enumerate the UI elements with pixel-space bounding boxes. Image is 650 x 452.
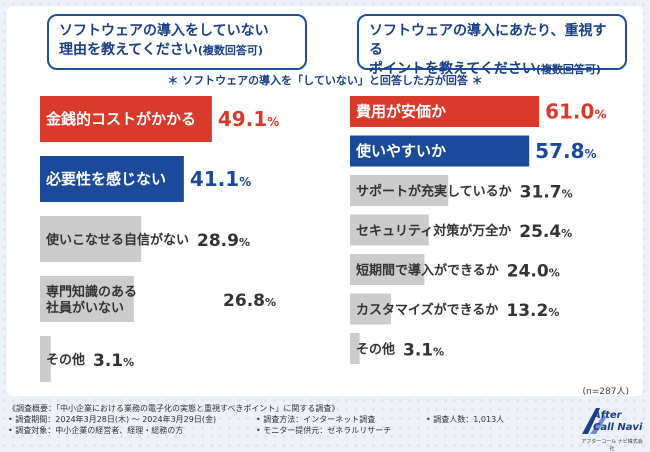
category-label-1-5: カスタマイズができるか [356,302,498,318]
bar-1-5 [350,293,391,325]
left-chart-svg: 金銭的コストがかかる 49.1% 必要性を感じない 41.1% 使いこなせる自信がない 2… [40,96,279,382]
value-label-0-3: 26.8% [223,291,276,311]
bar-0-1 [40,156,184,202]
category-label-0-3: 専門知識のある社員がいない [45,284,137,316]
left-bar-chart: 金銭的コストがかかる 49.1% 必要性を感じない 41.1% 使いこなせる自信がない 2… [40,96,330,386]
category-label-1-4: 短期間で導入ができるか [356,263,499,279]
right-chart-svg: 費用が安価か 61.0% 使いやすいか 57.8% サポートが充実しているか 31.7% セ… [350,96,606,364]
bar-1-6 [350,333,360,364]
right-question-suffix: (複数回答可) [535,63,601,76]
footer-count: • 調査人数：1,013人 [426,415,505,424]
value-label-1-3: 25.4% [519,222,572,242]
right-bar-chart: 費用が安価か 61.0% 使いやすいか 57.8% サポートが充実しているか 31.7% セ… [350,96,640,386]
footer-provider: • モニター提供元：ゼネラルリサーチ [256,426,392,435]
aftercall-navi-logo: After Call Navi アフターコール ナビ株式会社 [580,404,644,452]
value-label-0-2: 28.9% [197,231,250,251]
category-label-0-0: 金銭的コストがかかる [45,110,196,128]
left-question-suffix: (複数回答可) [197,44,263,57]
bar-0-4 [40,336,51,382]
category-label-1-0: 費用が安価か [356,103,446,121]
footer-target: • 調査対象：中小企業の経営者、経理・総務の方 [8,426,184,435]
value-label-0-1: 41.1% [190,167,251,191]
logo-company: アフターコール ナビ株式会社 [581,439,643,452]
footer-method: • 調査方法：インターネット調査 [256,415,376,424]
bar-1-3 [350,214,429,246]
category-label-0-4: その他 [46,352,85,368]
value-label-1-2: 31.7% [520,183,573,203]
left-question-box: ソフトウェアの導入をしていない 理由を教えてください(複数回答可) [47,14,307,70]
category-label-0-2: 使いこなせる自信がない [45,232,189,248]
footer-overview: 《調査概要：「中小企業における業務の電子化の実態と重視すべきポイント」に関する調… [8,404,340,413]
bar-1-0 [350,96,540,127]
category-label-1-2: サポートが充実しているか [356,184,512,200]
value-label-1-1: 57.8% [535,139,596,163]
bar-1-1 [350,135,530,167]
logo-mark-icon [582,408,606,434]
survey-footer: 《調査概要：「中小企業における業務の電子化の実態と重視すべきポイント」に関する調… [8,404,528,448]
right-question-line2: ポイントを教えてください [369,61,536,77]
left-question-line2: 理由を教えてください [59,42,198,58]
right-question-box: ソフトウェアの導入にあたり、重視する ポイントを教えてください(複数回答可) [357,14,627,77]
value-label-0-0: 49.1% [218,107,279,131]
logo-line2: Call Navi [593,422,643,433]
value-label-0-4: 3.1% [93,351,134,371]
left-question-line1: ソフトウェアの導入をしていない [59,23,269,39]
bar-1-4 [350,254,425,285]
value-label-1-6: 3.1% [403,341,444,361]
category-label-0-1: 必要性を感じない [45,170,166,188]
bar-0-2 [40,216,142,262]
category-label-1-3: セキュリティ対策が万全か [356,223,511,239]
right-question-line1: ソフトウェアの導入にあたり、重視する [369,23,607,58]
footer-period: • 調査期間：2024年3月28日(木) ～ 2024年3月29日(金) [8,415,217,424]
value-label-1-4: 24.0% [507,262,560,282]
category-label-1-6: その他 [356,342,395,358]
logo-line1: After [593,410,622,421]
value-label-1-0: 61.0% [545,100,606,124]
bar-0-3 [40,276,134,322]
card-background: ソフトウェアの導入をしていない 理由を教えてください(複数回答可) ソフトウェア… [7,6,643,397]
value-label-1-5: 13.2% [506,301,559,321]
subtitle: ＊ ソフトウェアの導入を「していない」と回答した方が回答 ＊ [167,74,483,87]
bar-0-0 [40,96,212,142]
sample-size-note: (n=287人) [582,387,629,397]
category-label-1-1: 使いやすいか [355,142,446,160]
bar-1-2 [350,175,449,206]
